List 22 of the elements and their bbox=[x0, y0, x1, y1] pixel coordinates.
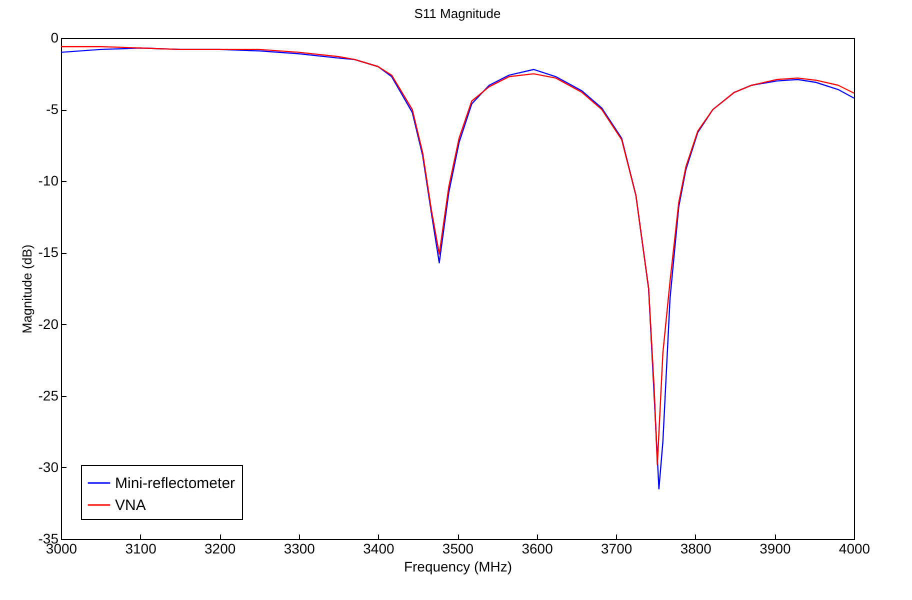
y-tick-label: -25 bbox=[38, 387, 59, 404]
y-tick-label: -10 bbox=[38, 172, 59, 189]
x-tick-label: 3500 bbox=[442, 540, 474, 556]
x-tick-label: 3900 bbox=[760, 540, 791, 556]
x-tick-label: 3300 bbox=[284, 540, 316, 556]
y-tick-label: -20 bbox=[38, 316, 59, 332]
x-tick-label: 4000 bbox=[838, 540, 870, 556]
legend-label: VNA bbox=[115, 497, 146, 514]
y-tick-label: -30 bbox=[38, 458, 59, 475]
y-tick-label: -15 bbox=[38, 244, 59, 260]
y-tick-label: 0 bbox=[50, 30, 59, 46]
y-tick-label: -5 bbox=[46, 101, 59, 118]
x-axis-title: Frequency (MHz) bbox=[404, 558, 512, 574]
legend-label: Mini-reflectometer bbox=[115, 475, 236, 492]
x-tick-label: 3100 bbox=[125, 540, 157, 556]
x-tick-label: 3600 bbox=[522, 540, 554, 556]
x-tick-label: 3200 bbox=[204, 540, 236, 556]
x-tick-label: 3800 bbox=[680, 540, 712, 556]
y-axis-title: Magnitude (dB) bbox=[19, 244, 34, 334]
chart-title: S11 Magnitude bbox=[414, 6, 501, 21]
x-tick-label: 3400 bbox=[363, 540, 394, 556]
x-tick-label: 3700 bbox=[601, 540, 632, 556]
